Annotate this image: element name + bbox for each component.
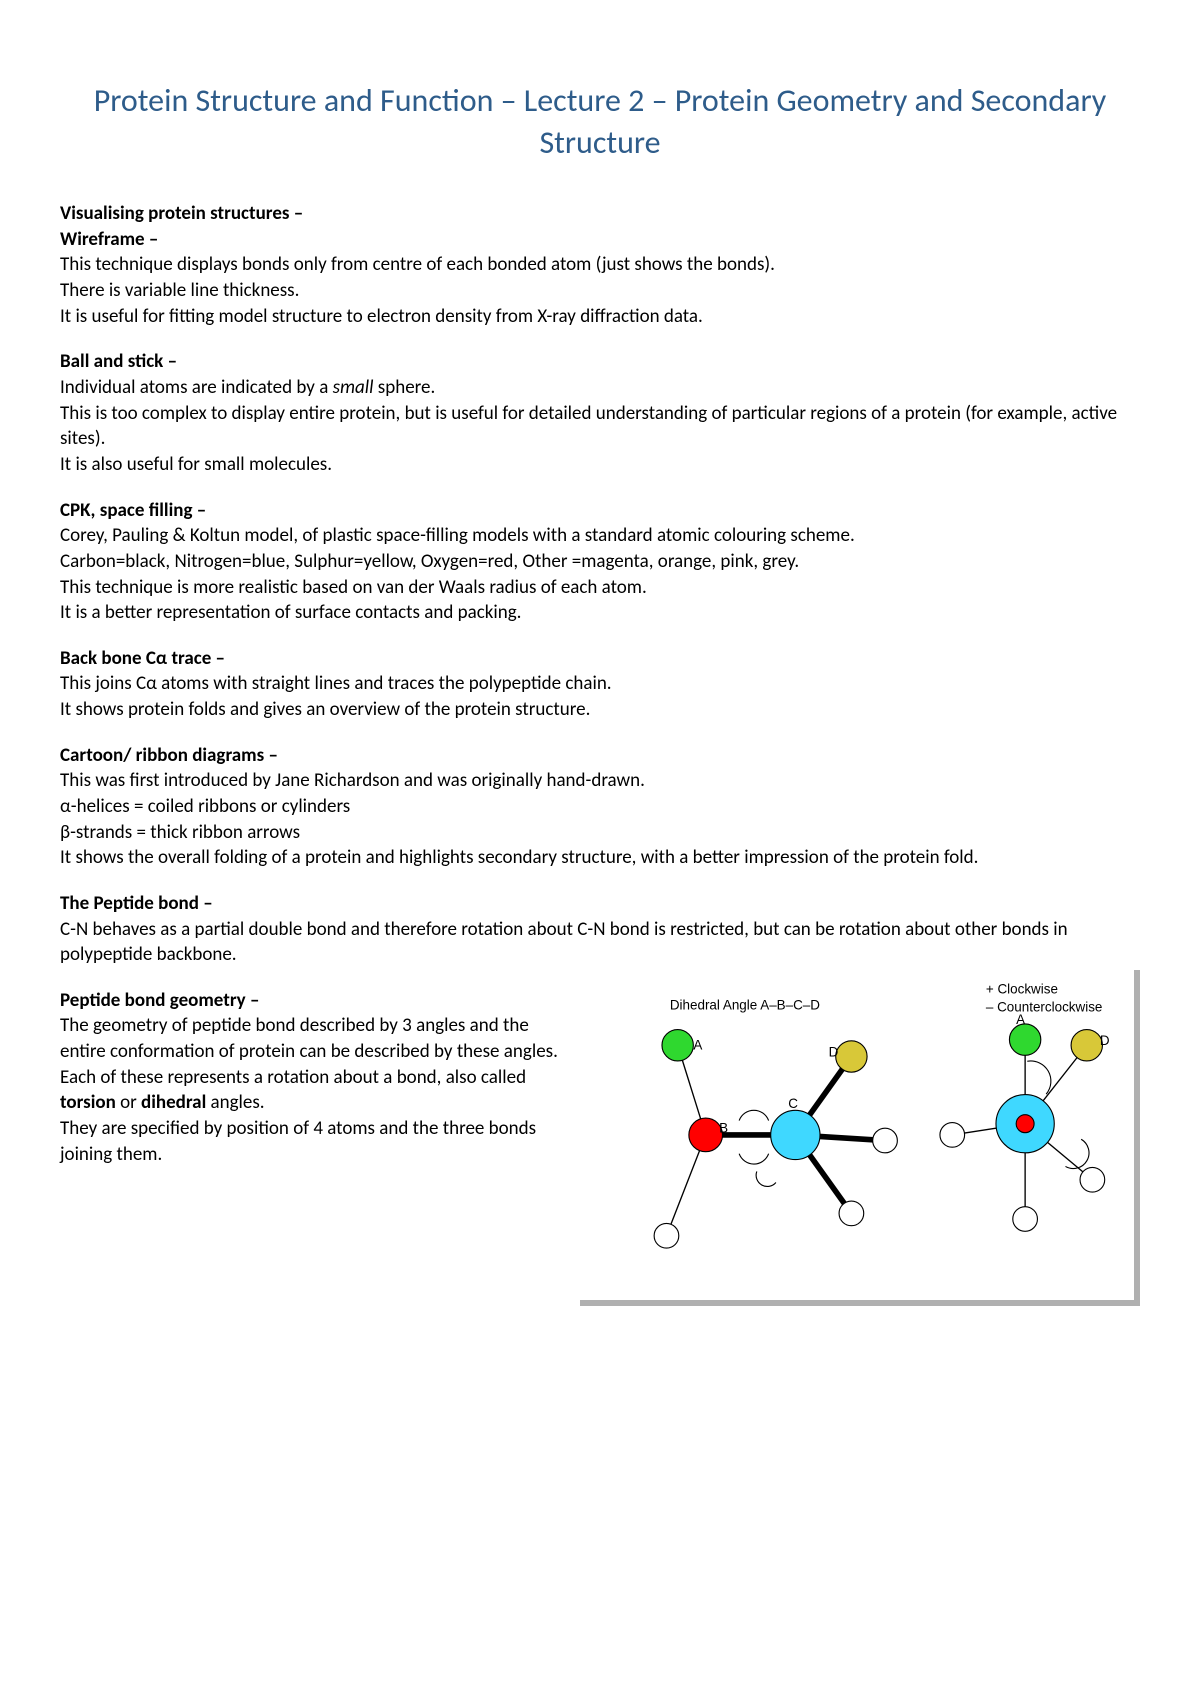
body-text: β-strands = thick ribbon arrows	[60, 820, 1140, 846]
svg-text:+ Clockwise: + Clockwise	[986, 982, 1058, 997]
svg-text:D: D	[1100, 1033, 1110, 1048]
body-text: α-helices = coiled ribbons or cylinders	[60, 794, 1140, 820]
section-geometry: Peptide bond geometry – The geometry of …	[60, 988, 1140, 1306]
text-fragment: Each of these represents a rotation abou…	[60, 1066, 526, 1089]
body-text: This technique is more realistic based o…	[60, 575, 1140, 601]
text-fragment: or	[116, 1091, 141, 1114]
body-text: This technique displays bonds only from …	[60, 252, 1140, 278]
page-title: Protein Structure and Function – Lecture…	[60, 80, 1140, 163]
cartoon-heading: Cartoon/ ribbon diagrams –	[60, 743, 1140, 769]
text-fragment: Individual atoms are indicated by a	[60, 376, 333, 399]
section-wireframe: Visualising protein structures – Wirefra…	[60, 201, 1140, 329]
body-text: It is also useful for small molecules.	[60, 452, 1140, 478]
dihedral-diagram: Dihedral Angle A–B–C–D + Clockwise – Count…	[580, 970, 1140, 1306]
body-text: C-N behaves as a partial double bond and…	[60, 917, 1140, 968]
intro-heading: Visualising protein structures –	[60, 201, 1140, 227]
body-text: It is a better representation of surface…	[60, 600, 1140, 626]
wireframe-heading: Wireframe –	[60, 227, 1140, 253]
geometry-heading: Peptide bond geometry –	[60, 988, 560, 1014]
peptide-heading: The Peptide bond –	[60, 891, 1140, 917]
svg-text:D: D	[829, 1044, 839, 1059]
body-text: Each of these represents a rotation abou…	[60, 1065, 560, 1116]
backbone-heading: Back bone Cα trace –	[60, 646, 1140, 672]
text-bold: dihedral	[141, 1091, 206, 1114]
svg-text:– Counterclockwise: – Counterclockwise	[986, 999, 1103, 1014]
text-italic: small	[333, 376, 374, 399]
svg-text:C: C	[788, 1096, 798, 1111]
body-text: Individual atoms are indicated by a smal…	[60, 375, 1140, 401]
body-text: There is variable line thickness.	[60, 278, 1140, 304]
section-peptide: The Peptide bond – C-N behaves as a part…	[60, 891, 1140, 968]
body-text: This was first introduced by Jane Richar…	[60, 768, 1140, 794]
ballstick-heading: Ball and stick –	[60, 349, 1140, 375]
svg-text:B: B	[719, 1121, 728, 1136]
svg-text:A: A	[693, 1038, 702, 1053]
body-text: It is useful for fitting model structure…	[60, 304, 1140, 330]
body-text: It shows protein folds and gives an over…	[60, 697, 1140, 723]
text-fragment: sphere.	[374, 376, 436, 399]
section-cartoon: Cartoon/ ribbon diagrams – This was firs…	[60, 743, 1140, 871]
body-text: It shows the overall folding of a protei…	[60, 845, 1140, 871]
section-ballstick: Ball and stick – Individual atoms are in…	[60, 349, 1140, 477]
section-backbone: Back bone Cα trace – This joins Cα atoms…	[60, 646, 1140, 723]
body-text: The geometry of peptide bond described b…	[60, 1013, 560, 1064]
svg-text:A: A	[1016, 1012, 1025, 1027]
body-text: Corey, Pauling & Koltun model, of plasti…	[60, 523, 1140, 549]
body-text: This is too complex to display entire pr…	[60, 401, 1140, 452]
cpk-heading: CPK, space filling –	[60, 498, 1140, 524]
body-text: They are specified by position of 4 atom…	[60, 1116, 560, 1167]
body-text: This joins Cα atoms with straight lines …	[60, 671, 1140, 697]
text-bold: torsion	[60, 1091, 116, 1114]
svg-text:Dihedral Angle A–B–C–D: Dihedral Angle A–B–C–D	[670, 997, 820, 1012]
geometry-text-column: Peptide bond geometry – The geometry of …	[60, 988, 560, 1167]
body-text: Carbon=black, Nitrogen=blue, Sulphur=yel…	[60, 549, 1140, 575]
text-fragment: angles.	[206, 1091, 264, 1114]
section-cpk: CPK, space filling – Corey, Pauling & Ko…	[60, 498, 1140, 626]
dihedral-svg: Dihedral Angle A–B–C–D + Clockwise – Count…	[588, 978, 1126, 1292]
document-body: Visualising protein structures – Wirefra…	[60, 201, 1140, 1305]
